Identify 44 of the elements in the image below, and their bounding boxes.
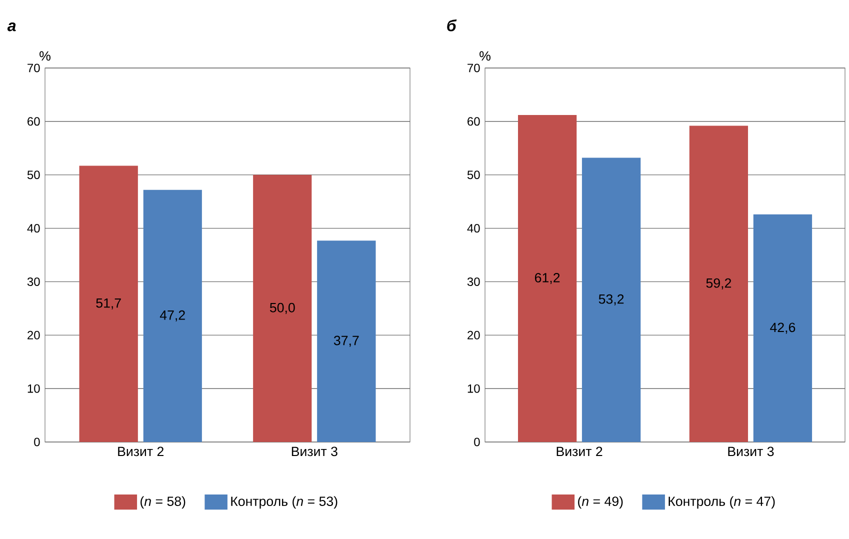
y-tick-label: 50 xyxy=(27,170,40,180)
y-tick-label: 40 xyxy=(467,224,480,233)
y-tick-label: 30 xyxy=(467,277,480,286)
y-axis-title: % xyxy=(40,51,50,61)
data-label: 51,7 xyxy=(96,298,121,310)
chart-title: а xyxy=(7,22,16,32)
y-tick-label: 10 xyxy=(468,384,480,393)
legend-label: (n = 58) xyxy=(140,496,186,509)
data-label: 61,2 xyxy=(534,273,560,284)
bar xyxy=(253,174,312,442)
data-label: 50,0 xyxy=(270,302,295,314)
y-axis-title: % xyxy=(480,51,490,61)
data-label: 53,2 xyxy=(598,294,624,306)
y-tick-label: 30 xyxy=(27,277,40,286)
x-tick-label: Визит 2 xyxy=(118,446,164,456)
x-tick-label: Визит 3 xyxy=(728,446,774,456)
x-tick-label: Визит 2 xyxy=(556,446,602,456)
y-tick-label: 70 xyxy=(28,64,40,72)
bar xyxy=(518,115,577,442)
bar xyxy=(582,158,641,442)
y-tick-label: 70 xyxy=(468,64,480,72)
x-tick-label: Визит 3 xyxy=(292,446,338,456)
chart-title: б xyxy=(447,19,457,32)
bar xyxy=(79,166,138,442)
legend-label: (n = 49) xyxy=(578,496,623,509)
y-tick-label: 10 xyxy=(28,384,40,393)
legend-label: Контроль (n = 53) xyxy=(231,496,338,509)
data-label: 37,7 xyxy=(334,336,359,347)
data-label: 42,6 xyxy=(770,322,796,334)
y-tick-label: 50 xyxy=(467,170,480,180)
y-tick-label: 60 xyxy=(468,117,480,126)
bar xyxy=(689,126,748,442)
bar xyxy=(753,214,812,442)
y-tick-label: 40 xyxy=(27,224,40,233)
y-tick-label: 60 xyxy=(28,117,40,126)
bar xyxy=(143,190,202,442)
bar xyxy=(317,240,376,442)
y-tick-label: 20 xyxy=(468,330,480,340)
legend-label: Контроль (n = 47) xyxy=(668,496,775,509)
y-tick-label: 20 xyxy=(28,330,40,340)
data-label: 59,2 xyxy=(706,278,732,290)
y-tick-label: 0 xyxy=(474,438,480,446)
y-tick-label: 0 xyxy=(34,438,40,446)
data-label: 47,2 xyxy=(160,310,185,322)
